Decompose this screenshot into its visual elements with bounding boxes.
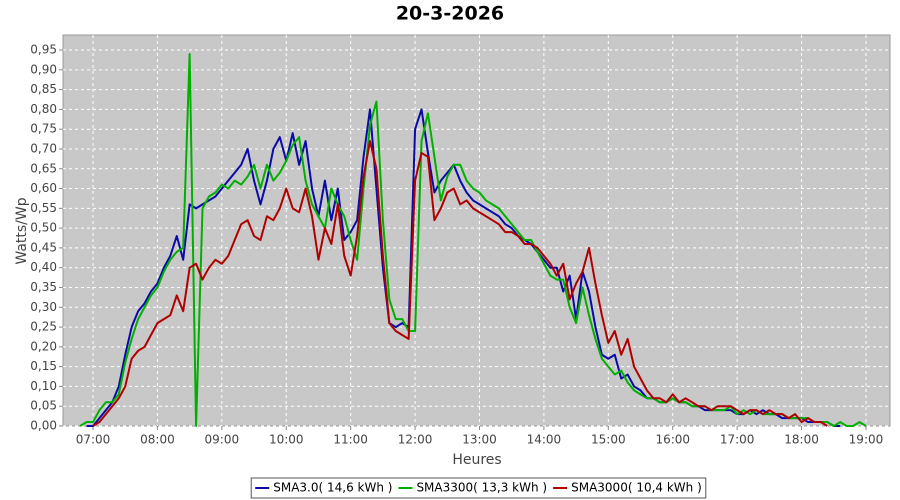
y-tick-label: 0,00 [30, 419, 57, 433]
y-tick-label: 0,70 [30, 141, 57, 155]
y-tick-label: 0,05 [30, 399, 57, 413]
y-tick-label: 0,30 [30, 300, 57, 314]
y-tick-label: 0,25 [30, 320, 57, 334]
legend-label: SMA3.0( 14,6 kWh ) [273, 481, 392, 495]
x-tick-label: 07:00 [76, 433, 111, 447]
x-tick-label: 11:00 [333, 433, 368, 447]
x-axis-label: Heures [452, 452, 501, 468]
chart-title: 20-3-2026 [396, 3, 504, 25]
y-tick-label: 0,95 [30, 43, 57, 57]
legend-label: SMA3300( 13,3 kWh ) [416, 481, 547, 495]
y-tick-label: 0,60 [30, 181, 57, 195]
legend-label: SMA3000( 10,4 kWh ) [571, 481, 702, 495]
y-tick-label: 0,35 [30, 280, 57, 294]
x-tick-label: 16:00 [655, 433, 690, 447]
y-tick-label: 0,40 [30, 260, 57, 274]
y-tick-label: 0,20 [30, 339, 57, 353]
y-tick-label: 0,45 [30, 240, 57, 254]
legend: SMA3.0( 14,6 kWh ) SMA3300( 13,3 kWh ) SMA… [250, 477, 707, 499]
plot-area [62, 34, 891, 427]
x-tick-label: 13:00 [462, 433, 497, 447]
y-tick-label: 0,55 [30, 201, 57, 215]
x-tick-label: 19:00 [849, 433, 884, 447]
y-tick-label: 0,10 [30, 379, 57, 393]
y-tick-label: 0,90 [30, 62, 57, 76]
x-tick-label: 08:00 [140, 433, 175, 447]
y-tick-label: 0,15 [30, 359, 57, 373]
y-tick-label: 0,50 [30, 221, 57, 235]
x-tick-label: 09:00 [205, 433, 240, 447]
x-tick-label: 10:00 [269, 433, 304, 447]
y-tick-label: 0,65 [30, 161, 57, 175]
y-tick-label: 0,85 [30, 82, 57, 96]
series-line [92, 140, 828, 427]
series-line [79, 53, 867, 427]
x-tick-label: 18:00 [784, 433, 819, 447]
legend-box [250, 477, 707, 499]
x-tick-label: 15:00 [591, 433, 626, 447]
y-axis-label: Watts/Wp [14, 197, 30, 264]
x-tick-label: 14:00 [527, 433, 562, 447]
x-tick-label: 17:00 [720, 433, 755, 447]
y-tick-label: 0,80 [30, 102, 57, 116]
y-tick-label: 0,75 [30, 122, 57, 136]
x-tick-label: 12:00 [398, 433, 433, 447]
